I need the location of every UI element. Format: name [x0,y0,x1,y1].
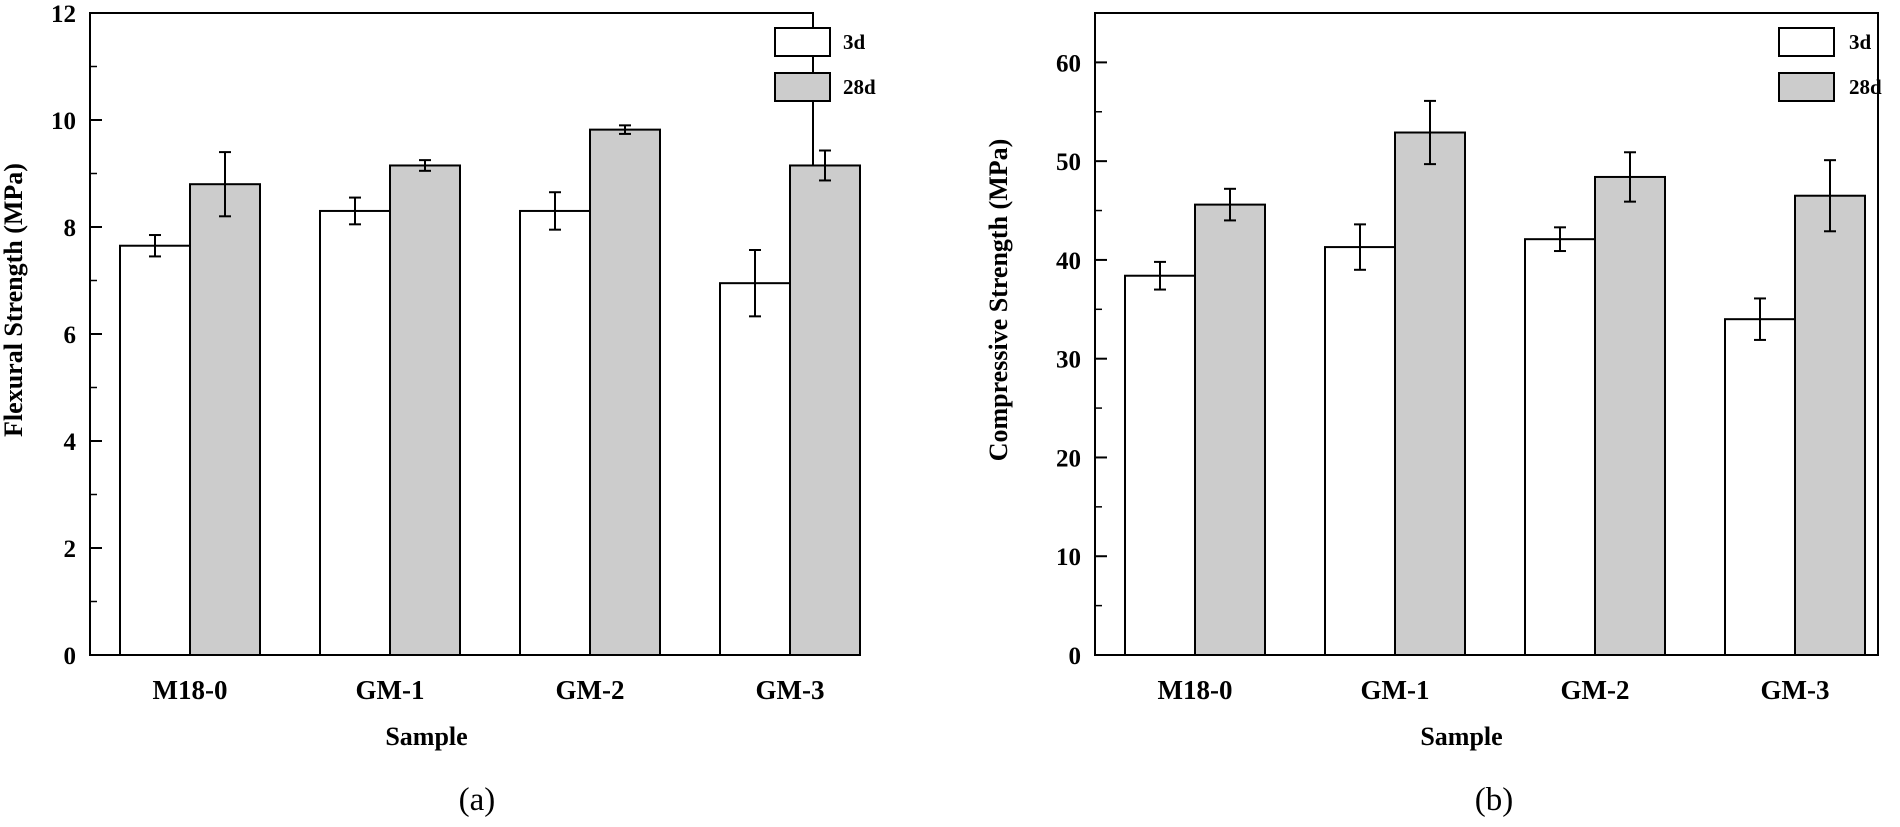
bar-3d-GM-3 [1724,318,1796,656]
bar-28d-GM-2 [589,128,661,656]
chart-a-flexural-strength: 0 2 4 6 8 10 12 M18-0 GM-1 GM-2 GM-3 Flexural Stren… [0,1,876,818]
x-category-label: GM-3 [756,675,825,705]
y-tick-label: 10 [51,108,76,135]
y-tick-label: 8 [64,215,77,242]
x-category-label: GM-2 [1561,675,1630,705]
bar-28d-GM-2 [1594,175,1666,657]
x-axis-title: Sample [385,722,467,751]
y-tick-label: 50 [1056,149,1081,176]
y-tick-label: 30 [1056,347,1081,374]
y-tick-label: 20 [1056,445,1081,472]
bar-28d-M18-0 [189,183,261,656]
bar-3d-GM-3 [719,282,791,656]
x-category-label: GM-1 [1361,675,1430,705]
legend-label-28d: 28d [1849,75,1882,99]
y-tick-label: 40 [1056,248,1081,275]
bar-3d-GM-1 [319,209,391,656]
legend-label-3d: 3d [1849,30,1872,54]
y-tick-label: 12 [51,1,76,28]
bar-3d-M18-0 [119,244,191,656]
legend-swatch-28d [1778,72,1835,102]
legend-label-3d: 3d [843,30,866,54]
x-category-label: GM-1 [356,675,425,705]
legend-swatch-28d [774,72,831,102]
y-tick-label: 6 [64,322,77,349]
y-axis-title: Compressive Strength (MPa) [984,139,1013,462]
y-tick-label: 0 [64,643,77,670]
bar-3d-GM-2 [519,209,591,656]
x-category-label: GM-3 [1761,675,1830,705]
plot-frame [1094,12,1879,656]
bar-28d-GM-1 [389,164,461,656]
x-category-label: GM-2 [556,675,625,705]
chart-b-compressive-strength: 0 10 20 30 40 50 60 M18-0 GM-1 GM-2 GM-3 Compressiv… [984,12,1882,818]
x-category-label: M18-0 [1158,675,1233,705]
bar-28d-GM-3 [789,164,861,656]
legend-label-28d: 28d [843,75,876,99]
bar-28d-GM-1 [1394,131,1466,657]
y-axis-title: Flexural Strength (MPa) [0,163,28,437]
bar-3d-GM-1 [1324,246,1396,657]
bar-28d-GM-3 [1794,194,1866,656]
bar-3d-M18-0 [1124,274,1196,656]
x-axis-title: Sample [1420,722,1502,751]
bar-28d-M18-0 [1194,203,1266,656]
x-category-label: M18-0 [153,675,228,705]
legend-swatch-3d [1778,27,1835,57]
y-tick-label: 60 [1056,50,1081,77]
bar-3d-GM-2 [1524,238,1596,656]
legend-swatch-3d [774,27,831,57]
y-tick-label: 0 [1069,643,1082,670]
panel-label: (b) [1475,782,1513,818]
y-tick-label: 10 [1056,544,1081,571]
y-tick-label: 4 [64,429,77,456]
panel-label: (a) [459,782,496,818]
y-tick-label: 2 [64,536,77,563]
